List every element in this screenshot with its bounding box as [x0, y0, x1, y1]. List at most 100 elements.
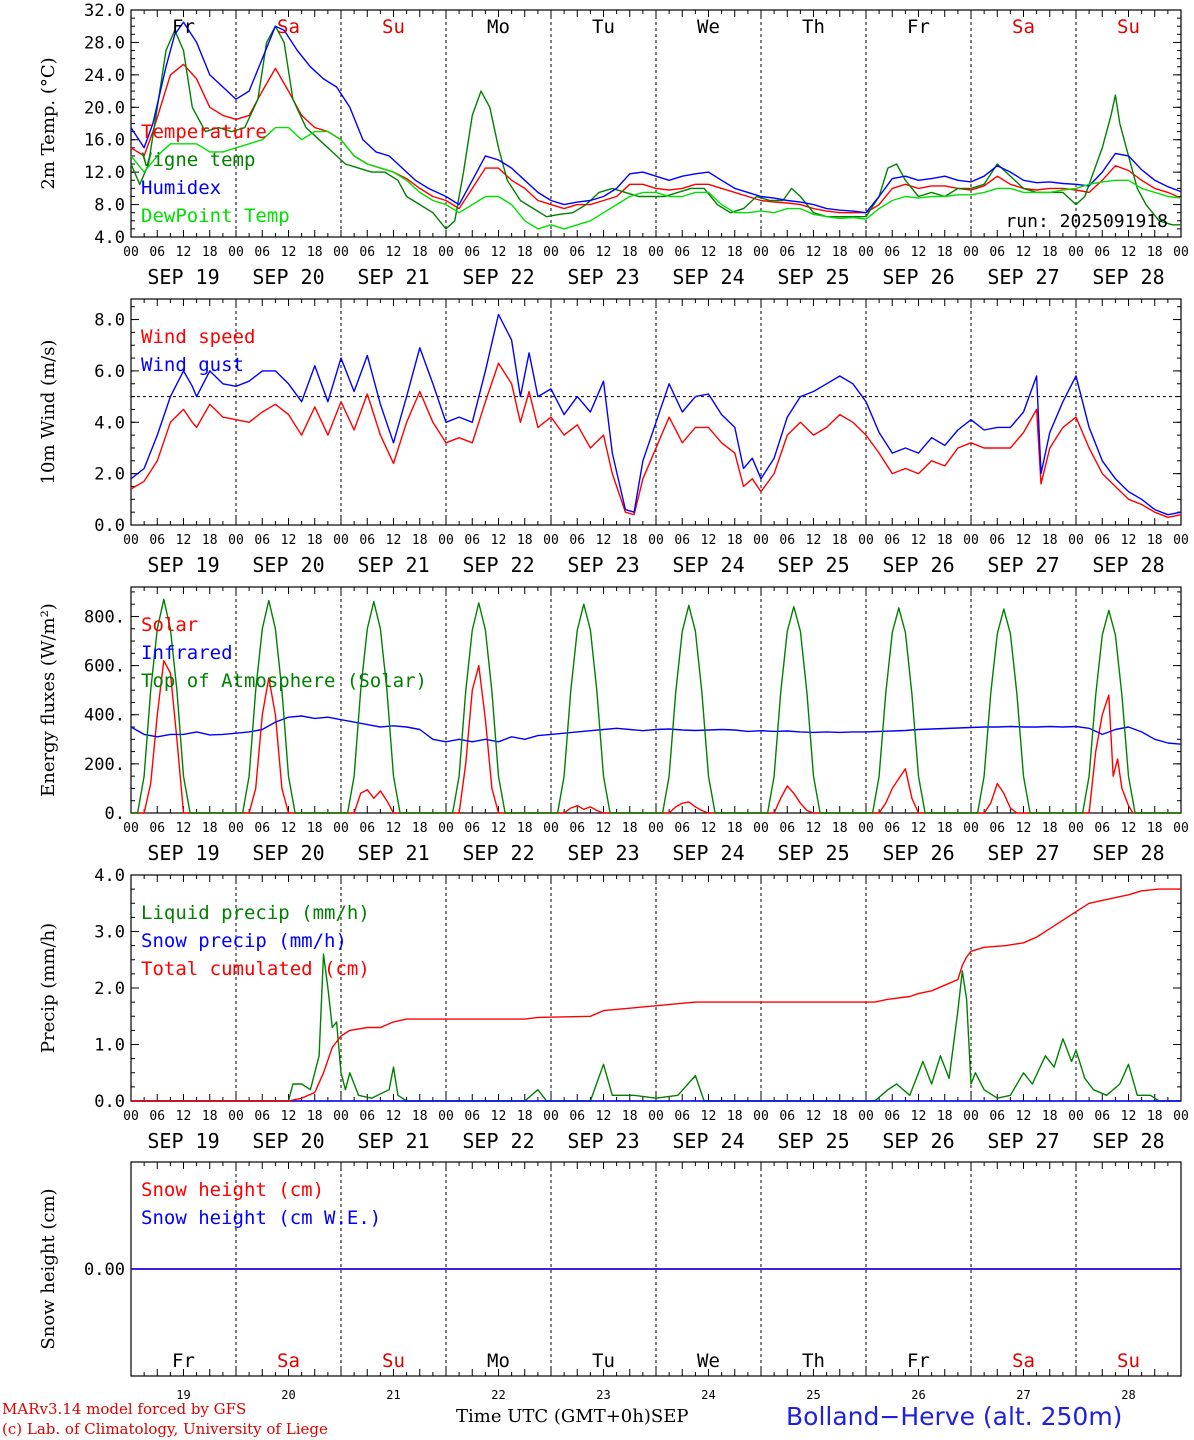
hour-tick-label: 06	[989, 821, 1005, 836]
y-tick-label: 3.0	[94, 923, 125, 943]
hour-tick-label: 18	[1042, 1109, 1058, 1124]
panel-energy: 0. 200. 400. 600. 800. Energy fluxes (W/m²) So…	[38, 586, 1189, 865]
y-tick-label: 20.0	[84, 98, 125, 118]
hour-tick-label: 12	[386, 533, 402, 548]
y-tick-label: 8.0	[94, 196, 125, 216]
date-label: SEP 19	[147, 841, 219, 865]
hour-tick-label: 18	[937, 245, 953, 260]
y-tick-label: 800.	[84, 607, 125, 627]
date-label: SEP 25	[777, 1129, 849, 1153]
legend-entry: Infrared	[141, 642, 233, 664]
date-label: SEP 19	[147, 553, 219, 577]
y-tick-label: 0.	[105, 804, 125, 824]
hour-tick-label: 00	[333, 1109, 349, 1124]
hour-tick-label: 00	[333, 533, 349, 548]
hour-tick-label: 18	[1147, 533, 1163, 548]
hour-tick-label: 06	[254, 1109, 270, 1124]
legend-entry: Snow height (cm)	[141, 1179, 324, 1201]
hour-tick-label: 12	[386, 1109, 402, 1124]
hour-tick-label: 06	[464, 245, 480, 260]
day-name: Th	[802, 1350, 825, 1372]
panel-temperature: 4.0 8.0 12.0 16.0 20.0 24.0 28.0 32.0 2m Temp. (…	[38, 1, 1189, 289]
hour-tick-label: 06	[149, 245, 165, 260]
legend-entry: Snow precip (mm/h)	[141, 930, 347, 952]
hour-tick-label: 00	[963, 821, 979, 836]
date-label: SEP 26	[882, 553, 954, 577]
hour-tick-label: 18	[622, 245, 638, 260]
x-title-text: Time UTC (GMT+0h)	[456, 1406, 651, 1427]
hour-tick-label: 00	[228, 821, 244, 836]
date-label: SEP 27	[987, 1129, 1059, 1153]
date-label: SEP 27	[987, 553, 1059, 577]
hour-tick-label: 18	[832, 245, 848, 260]
date-label: SEP 24	[672, 1129, 744, 1153]
hour-tick-label: 18	[1042, 533, 1058, 548]
hour-tick-label: 00	[543, 821, 559, 836]
day-name: Sa	[1012, 1350, 1035, 1372]
hour-tick-label: 12	[491, 245, 507, 260]
hour-tick-label: 18	[307, 821, 323, 836]
series-total-cumulated-cm-	[131, 888, 1181, 1102]
date-label: SEP 19	[147, 1129, 219, 1153]
hour-tick-label: 12	[491, 533, 507, 548]
hour-tick-label: 18	[202, 1109, 218, 1124]
hour-tick-label: 06	[674, 821, 690, 836]
hour-tick-label: 00	[963, 533, 979, 548]
date-label: SEP 28	[1092, 265, 1164, 289]
y-tick-label: 32.0	[84, 1, 125, 21]
hour-tick-label: 06	[884, 1109, 900, 1124]
hour-tick-label: 00	[228, 533, 244, 548]
date-label: SEP 28	[1092, 841, 1164, 865]
legend-entry: DewPoint Temp	[141, 205, 290, 227]
date-label: SEP 22	[462, 841, 534, 865]
hour-tick-label: 00	[1173, 821, 1189, 836]
hour-tick-label: 00	[123, 821, 139, 836]
hour-tick-label: 06	[359, 533, 375, 548]
date-label: SEP 23	[567, 841, 639, 865]
hour-tick-label: 18	[622, 533, 638, 548]
date-label: SEP 21	[357, 841, 429, 865]
date-label: SEP 25	[777, 265, 849, 289]
hour-tick-label: 00	[963, 1109, 979, 1124]
y-tick-label: 8.0	[94, 311, 125, 331]
hour-tick-label: 18	[937, 1109, 953, 1124]
hour-tick-label: 18	[727, 533, 743, 548]
hour-tick-label: 00	[1173, 533, 1189, 548]
hour-tick-label: 12	[1121, 821, 1137, 836]
y-tick-label: 24.0	[84, 66, 125, 86]
date-label: SEP 24	[672, 265, 744, 289]
hour-tick-label: 00	[753, 533, 769, 548]
hour-tick-label: 06	[569, 1109, 585, 1124]
legend-entry: Wind gust	[141, 354, 244, 376]
date-label: SEP 26	[882, 1129, 954, 1153]
hour-tick-label: 06	[674, 245, 690, 260]
date-label: SEP 27	[987, 841, 1059, 865]
hour-tick-label: 06	[569, 821, 585, 836]
hour-tick-label: 00	[438, 533, 454, 548]
date-label: SEP 21	[357, 1129, 429, 1153]
day-name: Su	[1117, 1350, 1140, 1372]
hour-tick-label: 06	[569, 245, 585, 260]
series-wind-speed	[130, 362, 1182, 518]
date-label: SEP 26	[882, 265, 954, 289]
hour-tick-label: 06	[464, 533, 480, 548]
hour-tick-label: 18	[412, 821, 428, 836]
day-name: Tu	[592, 16, 615, 38]
hour-tick-label: 00	[648, 1109, 664, 1124]
hour-tick-label: 00	[1068, 533, 1084, 548]
hour-tick-label: 18	[1147, 245, 1163, 260]
hour-tick-label: 00	[858, 533, 874, 548]
hour-tick-label: 00	[858, 1109, 874, 1124]
day-date: 19	[176, 1388, 190, 1402]
hour-tick-label: 00	[228, 1109, 244, 1124]
hour-tick-label: 00	[648, 245, 664, 260]
hour-tick-label: 12	[176, 245, 192, 260]
y-tick-label: 6.0	[94, 362, 125, 382]
hour-tick-label: 12	[1121, 1109, 1137, 1124]
panel-wind: 0.0 2.0 4.0 6.0 8.0 10m Wind (m/s) Wind speed W…	[38, 298, 1189, 577]
hour-tick-label: 12	[1016, 1109, 1032, 1124]
hour-tick-label: 06	[1094, 821, 1110, 836]
hour-tick-label: 06	[359, 1109, 375, 1124]
hour-tick-label: 18	[727, 821, 743, 836]
